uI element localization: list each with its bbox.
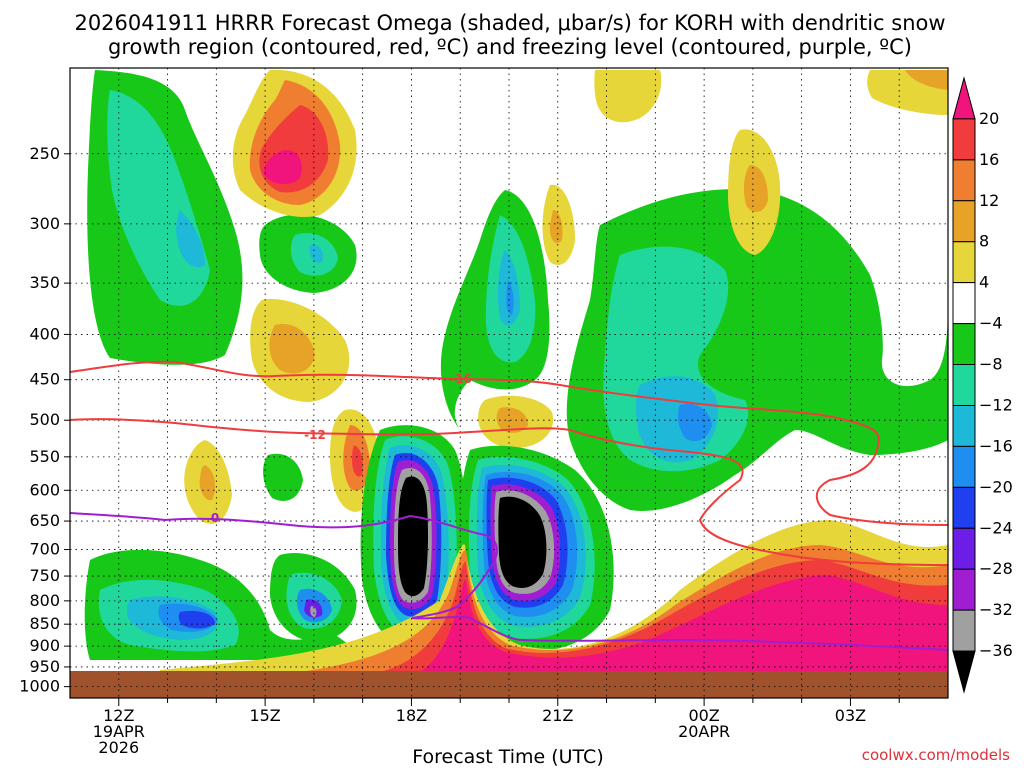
contour-label-minus12: -12 (304, 428, 326, 442)
omega-region-20z-tower-blue (506, 280, 514, 315)
colorbar-swatch (952, 241, 976, 284)
x-tick-date-label: 20APR (678, 722, 730, 741)
colorbar-swatch (952, 159, 976, 202)
x-tick-label: 12Z (103, 706, 134, 725)
omega-region-20z-core-black (498, 496, 547, 588)
freezing-level-contour-0 (70, 512, 948, 651)
y-tick-label: 700 (29, 540, 60, 559)
chart-title-line1: 2026041911 HRRR Forecast Omega (shaded, … (74, 11, 945, 35)
omega-region-upper-left-cyan (176, 210, 205, 268)
colorbar-swatch (952, 118, 976, 161)
omega-region-lower-warm-magenta (420, 575, 948, 672)
omega-region-upper-warm-magenta (263, 150, 302, 185)
colorbar-label: −24 (979, 518, 1013, 537)
y-tick-label: 350 (29, 273, 60, 292)
omega-region-20z-mid-orange (496, 407, 528, 433)
colorbar-label: 16 (979, 150, 999, 169)
colorbar: 20 16 12 8 4 −4 −8 −12 −16 −20 −24 −28 −32 −36 (952, 76, 1013, 694)
colorbar-swatch (952, 486, 976, 529)
colorbar-label: 20 (979, 109, 999, 128)
x-tick-label: 15Z (249, 706, 280, 725)
x-axis-title: Forecast Time (UTC) (412, 746, 603, 768)
y-tick-label: 900 (29, 636, 60, 655)
colorbar-label: −16 (979, 436, 1013, 455)
x-tick-label: 00Z (688, 706, 719, 725)
omega-region-17z-red (352, 445, 363, 477)
colorbar-swatch (952, 364, 976, 406)
omega-region-15z-cyan (309, 244, 323, 263)
colorbar-label: 8 (979, 232, 989, 251)
colorbar-label: −20 (979, 477, 1013, 496)
y-tick-label: 750 (29, 566, 60, 585)
y-tick-label: 450 (29, 370, 60, 389)
omega-region-corner-orange (905, 70, 948, 90)
colorbar-swatch (952, 445, 976, 488)
colorbar-swatch (952, 568, 976, 611)
y-tick-label: 600 (29, 480, 60, 499)
colorbar-swatch (952, 650, 976, 694)
omega-region-upper-right-yellow1 (594, 70, 662, 123)
colorbar-swatch (952, 609, 976, 652)
y-axis: 250 300 350 400 450 500 550 600 650 700 750 800 850 9… (19, 144, 70, 696)
x-tick-label: 18Z (396, 706, 427, 725)
dendritic-contour-minus16 (70, 360, 948, 526)
y-tick-label: 550 (29, 447, 60, 466)
dendritic-contour-minus12 (70, 418, 948, 566)
chart-title-line2: growth region (contoured, red, ºC) and f… (108, 35, 912, 59)
omega-region-21z-top-orange (549, 210, 563, 244)
colorbar-label: −12 (979, 395, 1013, 414)
y-tick-label: 650 (29, 511, 60, 530)
colorbar-label: −8 (979, 355, 1003, 374)
x-tick-date-label: 19APR (93, 722, 145, 741)
omega-region-lower-left-deep-blue (178, 610, 215, 629)
y-tick-label: 250 (29, 144, 60, 163)
site-credit: coolwx.com/models (862, 746, 1010, 764)
colorbar-swatch (952, 404, 976, 447)
colorbar-label: −36 (979, 641, 1013, 660)
contour-label-freezing-0: 0 (211, 511, 219, 525)
colorbar-label: −4 (979, 314, 1003, 333)
plot-area: -16 -12 0 (70, 68, 948, 698)
omega-region-14z-orange (199, 465, 216, 501)
colorbar-swatch (952, 200, 976, 243)
colorbar-label: 4 (979, 273, 989, 292)
colorbar-label: −28 (979, 559, 1013, 578)
y-tick-label: 500 (29, 410, 60, 429)
y-tick-label: 950 (29, 657, 60, 676)
omega-region-18z-core-black (398, 476, 428, 597)
omega-region-right-blue (677, 403, 712, 442)
y-tick-label: 800 (29, 591, 60, 610)
y-tick-label: 850 (29, 614, 60, 633)
y-tick-label: 300 (29, 214, 60, 233)
colorbar-label: −32 (979, 600, 1013, 619)
omega-region-16z-low-grey (310, 606, 317, 617)
time-gridlines (118, 68, 900, 698)
omega-region-upper-right-orange (743, 165, 768, 212)
x-tick-year-label: 2026 (98, 738, 139, 757)
colorbar-swatch (952, 323, 976, 366)
colorbar-label: 12 (979, 191, 999, 210)
y-tick-label: 400 (29, 324, 60, 343)
colorbar-swatch (952, 76, 976, 120)
omega-region-mid-orange (269, 324, 315, 374)
colorbar-swatch (952, 527, 976, 570)
colorbar-swatch (952, 282, 976, 325)
x-tick-label: 21Z (542, 706, 573, 725)
omega-region-16z-green-patch (263, 453, 303, 501)
x-tick-label: 03Z (835, 706, 866, 725)
contour-label-minus16: -16 (450, 372, 472, 386)
y-tick-label: 1000 (19, 677, 60, 696)
